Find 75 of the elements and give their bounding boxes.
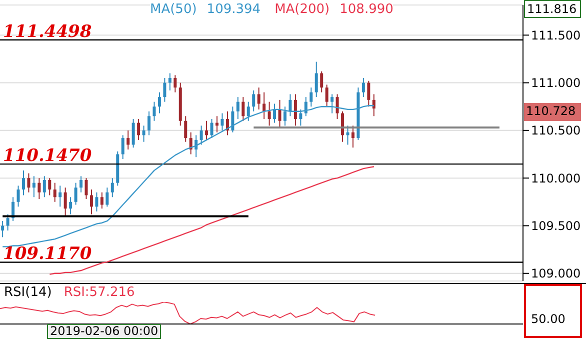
- chart-title: RSI(14): [4, 285, 52, 300]
- candlestick: [84, 178, 88, 200]
- candlestick: [38, 178, 41, 200]
- y-tick-label: 109.500: [531, 218, 581, 233]
- text: MA(200): [274, 2, 330, 17]
- candlestick: [121, 134, 124, 160]
- text: 50.00: [531, 312, 566, 326]
- ref-line-label: 110.1470: [3, 146, 92, 166]
- candlestick: [110, 178, 114, 198]
- candlestick: [278, 99, 282, 130]
- y-tick-label: 111.500: [531, 28, 581, 42]
- candlestick: [6, 214, 10, 231]
- candlestick: [1, 220, 4, 238]
- candlestick: [362, 78, 365, 98]
- candlestick: [257, 87, 260, 110]
- candlestick: [152, 101, 156, 122]
- candlestick: [95, 192, 98, 212]
- ref-line-label: 111.4498: [3, 22, 92, 42]
- annotation: 109.394: [206, 2, 261, 17]
- candlestick: [242, 96, 245, 122]
- ref-line-label: 109.1170: [3, 244, 92, 264]
- candlestick: [16, 185, 20, 208]
- candlestick: [189, 132, 192, 155]
- candlestick: [262, 92, 266, 120]
- candlestick: [336, 94, 339, 120]
- candlestick: [137, 118, 140, 140]
- candlestick: [42, 176, 46, 198]
- candlestick: [22, 170, 25, 196]
- annotation: 2019-02-06 00:00: [47, 324, 162, 339]
- candlestick: [236, 96, 240, 120]
- candlestick: [106, 187, 109, 208]
- candlestick: [53, 182, 56, 202]
- candlestick: [325, 84, 328, 108]
- candlestick: [294, 94, 297, 126]
- candlestick: [74, 182, 78, 206]
- candlestick: [126, 130, 130, 150]
- candlestick: [142, 125, 146, 142]
- candlestick: [299, 108, 302, 126]
- candlestick: [168, 72, 172, 91]
- candlestick: [158, 92, 161, 114]
- candlestick: [58, 185, 62, 208]
- y-tick-label: 110.000: [531, 171, 581, 186]
- candlestick: [48, 178, 52, 196]
- candlestick: [372, 94, 376, 117]
- candlestick: [252, 90, 256, 112]
- annotation: 108.990: [340, 2, 394, 17]
- candlestick: [268, 101, 271, 126]
- candlestick: [64, 187, 67, 217]
- candlestick: [90, 189, 93, 215]
- candlestick: [148, 110, 151, 136]
- candlestick: [210, 118, 214, 139]
- candlestick: [184, 116, 188, 142]
- candlestick: [132, 118, 135, 148]
- y-tick-label: 110.500: [531, 124, 581, 138]
- candlestick: [310, 87, 313, 108]
- candlestick: [69, 196, 72, 215]
- text: 111.816: [524, 0, 581, 18]
- candlestick: [174, 74, 177, 93]
- series-label: RSI:57.216: [64, 285, 135, 300]
- y-tick-label: 109.000: [531, 266, 581, 281]
- candlestick: [314, 61, 318, 98]
- candlestick: [32, 176, 36, 198]
- y-tick-label: 111.000: [531, 76, 581, 90]
- text: 110.728: [524, 103, 581, 121]
- candlestick: [200, 125, 203, 146]
- candlestick: [320, 70, 324, 93]
- text: MA(50): [150, 2, 197, 17]
- candlestick: [220, 112, 224, 131]
- candlestick: [163, 78, 166, 102]
- candlestick: [367, 80, 370, 108]
- candlestick: [205, 120, 208, 140]
- candlestick: [80, 176, 83, 193]
- candlestick: [351, 125, 354, 148]
- candlestick: [27, 172, 30, 193]
- candlestick: [100, 192, 104, 210]
